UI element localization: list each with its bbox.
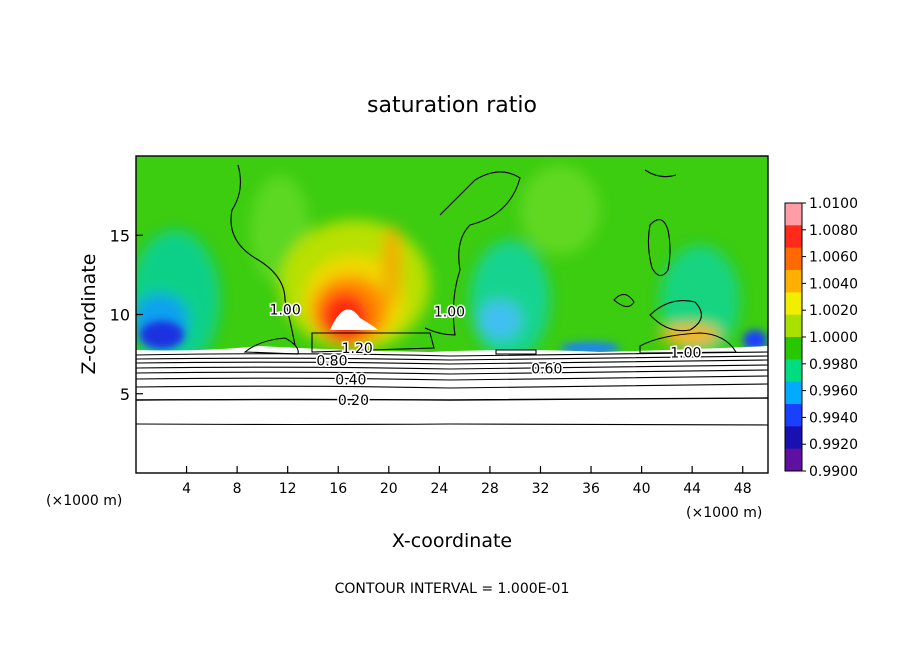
colorbar-swatch (785, 426, 802, 450)
colorbar-label: 1.0080 (809, 223, 858, 239)
contour-label: 0.80 (316, 353, 347, 369)
colorbar-label: 1.0100 (809, 196, 858, 212)
colorbar-swatch (785, 404, 802, 427)
x-tick-label: 40 (633, 481, 651, 497)
colorbar-label: 0.9900 (809, 464, 858, 480)
colorbar-label: 1.0020 (809, 303, 858, 319)
colorbar-swatch (785, 337, 802, 360)
x-axis: 4 8 12 16 20 24 28 32 36 40 44 48 (182, 466, 752, 497)
y-axis-label: Z-coordinate (78, 254, 100, 375)
teal-region (470, 240, 550, 360)
plume-core (330, 309, 378, 330)
contour-labels: 1.200.80 0.40 0.20 0.60 1.00 1.00 1.00 (268, 301, 703, 410)
teal-region (520, 165, 600, 255)
x-tick-label: 12 (279, 481, 297, 497)
colorbar-swatch (785, 381, 802, 405)
x-tick-label: 24 (430, 481, 448, 497)
contour-label: 0.40 (335, 372, 366, 388)
y-tick-label: 10 (110, 306, 130, 325)
colorbar-label: 0.9980 (809, 357, 858, 373)
y-tick-label: 5 (120, 385, 130, 404)
contour-label: 0.60 (531, 361, 562, 377)
colorbar: 1.0100 1.0080 1.0060 1.0040 1.0020 1.0000 0.99… (784, 196, 858, 480)
green-field (136, 156, 768, 356)
x-tick-label: 36 (582, 481, 600, 497)
plume-right-streak (382, 225, 402, 305)
contour-label: 1.00 (270, 303, 301, 319)
x-tick-label: 16 (329, 481, 347, 497)
plot-area (136, 156, 768, 473)
x-tick-label: 8 (233, 481, 242, 497)
x-axis-label: X-coordinate (392, 530, 512, 552)
x-tick-label: 4 (182, 481, 191, 497)
colorbar-swatch (785, 292, 802, 316)
colorbar-label: 1.0040 (809, 276, 858, 292)
colorbar-label: 1.0000 (809, 330, 858, 346)
colorbar-swatch (785, 359, 802, 383)
x-tick-label: 20 (380, 481, 398, 497)
blue-core (140, 321, 184, 349)
x-tick-label: 44 (683, 481, 701, 497)
contour-label: 1.00 (434, 304, 465, 320)
y-tick-label: 15 (110, 226, 130, 245)
colorbar-label: 1.0060 (809, 250, 858, 266)
colorbar-swatch (785, 270, 802, 293)
y-axis: 5 10 15 (110, 226, 143, 404)
chart-title: saturation ratio (367, 93, 537, 118)
colorbar-label: 0.9940 (809, 410, 858, 426)
x-unit-right: (×1000 m) (686, 505, 762, 521)
contour-label: 0.20 (338, 393, 369, 409)
contour-interval-note: CONTOUR INTERVAL = 1.000E-01 (335, 581, 570, 597)
contour-label: 1.00 (670, 346, 701, 362)
colorbar-swatch (785, 203, 802, 226)
blue-core (743, 330, 767, 350)
x-tick-label: 32 (532, 481, 550, 497)
x-tick-label: 28 (481, 481, 499, 497)
contour-lines (136, 164, 768, 426)
x-tick-label: 48 (734, 481, 752, 497)
colorbar-label: 0.9920 (809, 437, 858, 453)
x-unit-left: (×1000 m) (46, 493, 122, 509)
lower-field (136, 346, 768, 473)
colorbar-label: 0.9960 (809, 384, 858, 400)
colorbar-swatch (785, 314, 802, 338)
contour-label: 1.20 (342, 341, 373, 357)
colorbar-swatch (785, 247, 802, 271)
colorbar-swatch (785, 448, 802, 472)
blue-region (478, 300, 522, 340)
colorbar-swatch (785, 225, 802, 249)
